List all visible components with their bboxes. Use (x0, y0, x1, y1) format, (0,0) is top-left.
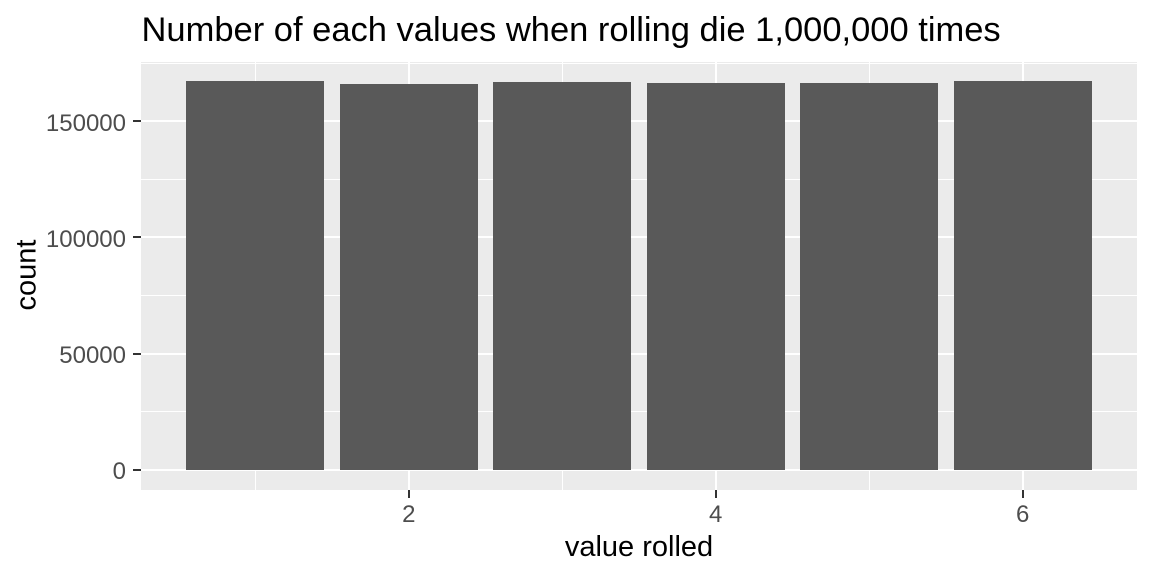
y-minor-gridline (141, 411, 1137, 413)
bar-value-4 (646, 83, 785, 470)
chart-title: Number of each values when rolling die 1… (141, 10, 1001, 49)
y-tick-mark (133, 236, 141, 239)
y-tick-label: 100000 (45, 225, 126, 253)
y-axis-title: count (10, 239, 43, 311)
x-tick-mark (407, 490, 410, 498)
y-tick-label: 150000 (45, 109, 126, 137)
y-tick-mark (133, 120, 141, 123)
y-tick-label: 0 (112, 458, 126, 486)
y-minor-gridline (141, 295, 1137, 297)
y-tick-mark (133, 469, 141, 471)
bar-value-1 (186, 80, 325, 470)
bar-value-5 (800, 83, 939, 470)
bar-value-6 (953, 80, 1092, 470)
y-major-gridline (141, 120, 1137, 123)
y-tick-mark (133, 352, 141, 355)
x-axis-title: value rolled (564, 530, 714, 563)
x-tick-label: 4 (709, 500, 723, 528)
y-major-gridline (141, 352, 1137, 355)
y-minor-gridline (141, 178, 1137, 180)
y-major-gridline (141, 236, 1137, 239)
y-minor-gridline (141, 62, 1137, 64)
plot-panel (141, 62, 1137, 490)
bar-value-3 (493, 82, 632, 470)
x-tick-mark (714, 490, 717, 498)
y-major-gridline (141, 469, 1137, 471)
bar-value-2 (339, 84, 478, 470)
x-tick-mark (1021, 490, 1024, 498)
x-tick-label: 2 (402, 500, 416, 528)
x-tick-label: 6 (1015, 500, 1030, 528)
y-tick-label: 50000 (59, 342, 126, 370)
